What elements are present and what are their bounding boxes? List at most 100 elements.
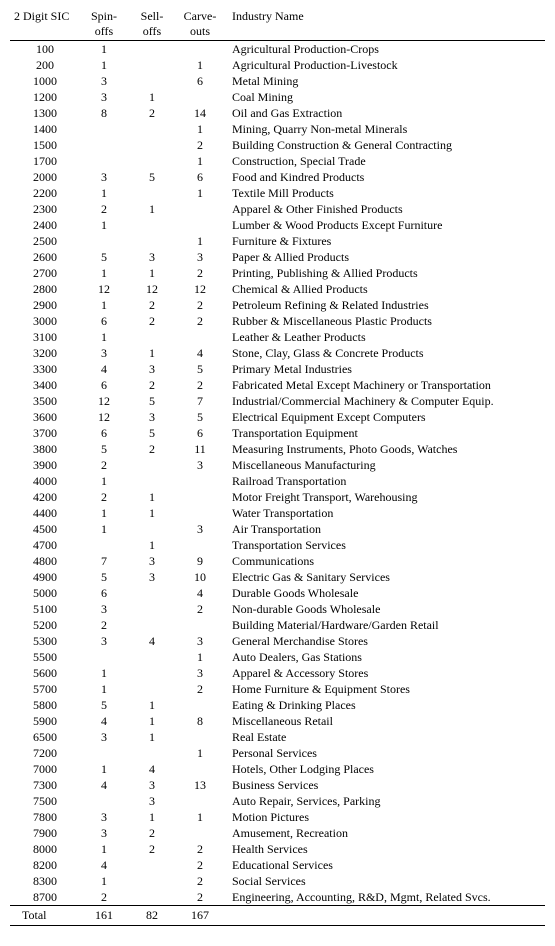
cell-carve: 3: [176, 521, 224, 537]
table-row: 55001Auto Dealers, Gas Stations: [10, 649, 545, 665]
cell-carve: [176, 89, 224, 105]
table-row: 500064Durable Goods Wholesale: [10, 585, 545, 601]
cell-name: Mining, Quarry Non-metal Minerals: [224, 121, 545, 137]
cell-sic: 4800: [10, 553, 80, 569]
header-spin: Spin-offs: [80, 8, 128, 41]
table-row: 2700112Printing, Publishing & Allied Pro…: [10, 265, 545, 281]
table-row: 17001Construction, Special Trade: [10, 153, 545, 169]
cell-carve: 4: [176, 345, 224, 361]
cell-sic: 3500: [10, 393, 80, 409]
table-row: 2800121212Chemical & Allied Products: [10, 281, 545, 297]
cell-sic: 3300: [10, 361, 80, 377]
cell-spin: [80, 153, 128, 169]
cell-sell: [128, 217, 176, 233]
cell-spin: 1: [80, 41, 128, 58]
table-row: 5300343General Merchandise Stores: [10, 633, 545, 649]
cell-name: Chemical & Allied Products: [224, 281, 545, 297]
cell-carve: [176, 489, 224, 505]
cell-spin: 2: [80, 617, 128, 633]
cell-sell: 1: [128, 489, 176, 505]
cell-carve: [176, 473, 224, 489]
cell-sell: [128, 121, 176, 137]
table-row: 700014Hotels, Other Lodging Places: [10, 761, 545, 777]
cell-name: Metal Mining: [224, 73, 545, 89]
cell-spin: 1: [80, 521, 128, 537]
cell-carve: 6: [176, 73, 224, 89]
table-row: 560013Apparel & Accessory Stores: [10, 665, 545, 681]
sic-industry-table: 2 Digit SIC Spin-offs Sell-offs Carve-ou…: [10, 8, 545, 926]
cell-carve: [176, 697, 224, 713]
cell-sell: 3: [128, 409, 176, 425]
table-row: 4800739Communications: [10, 553, 545, 569]
table-body: 1001Agricultural Production-Crops20011Ag…: [10, 41, 545, 906]
cell-sell: [128, 41, 176, 58]
cell-spin: 5: [80, 569, 128, 585]
cell-name: Printing, Publishing & Allied Products: [224, 265, 545, 281]
cell-sell: [128, 153, 176, 169]
cell-name: Building Material/Hardware/Garden Retail: [224, 617, 545, 633]
cell-name: Railroad Transportation: [224, 473, 545, 489]
table-row: 15002Building Construction & General Con…: [10, 137, 545, 153]
totals-label: Total: [10, 906, 80, 926]
table-row: 3000622Rubber & Miscellaneous Plastic Pr…: [10, 313, 545, 329]
cell-sic: 5600: [10, 665, 80, 681]
table-header: 2 Digit SIC Spin-offs Sell-offs Carve-ou…: [10, 8, 545, 41]
cell-spin: 2: [80, 457, 128, 473]
cell-name: Agricultural Production-Livestock: [224, 57, 545, 73]
cell-sell: 1: [128, 505, 176, 521]
cell-carve: 9: [176, 553, 224, 569]
cell-carve: 2: [176, 313, 224, 329]
totals-sell: 82: [128, 906, 176, 926]
cell-name: Home Furniture & Equipment Stores: [224, 681, 545, 697]
cell-sic: 8700: [10, 889, 80, 906]
table-row: 72001Personal Services: [10, 745, 545, 761]
table-row: 790032Amusement, Recreation: [10, 825, 545, 841]
cell-carve: [176, 201, 224, 217]
cell-sell: 2: [128, 313, 176, 329]
cell-sic: 2600: [10, 249, 80, 265]
cell-sell: [128, 665, 176, 681]
cell-sell: [128, 889, 176, 906]
cell-sic: 7500: [10, 793, 80, 809]
table-row: 75003Auto Repair, Services, Parking: [10, 793, 545, 809]
cell-spin: 1: [80, 665, 128, 681]
cell-name: Lumber & Wood Products Except Furniture: [224, 217, 545, 233]
table-row: 49005310Electric Gas & Sanitary Services: [10, 569, 545, 585]
table-row: 510032Non-durable Goods Wholesale: [10, 601, 545, 617]
cell-sic: 1500: [10, 137, 80, 153]
cell-spin: 1: [80, 185, 128, 201]
cell-sic: 5300: [10, 633, 80, 649]
cell-sic: 2800: [10, 281, 80, 297]
cell-carve: [176, 617, 224, 633]
cell-name: Apparel & Other Finished Products: [224, 201, 545, 217]
cell-name: Personal Services: [224, 745, 545, 761]
header-spin-l1: Spin-: [91, 9, 117, 23]
cell-carve: 2: [176, 873, 224, 889]
cell-sell: 1: [128, 201, 176, 217]
cell-sic: 7900: [10, 825, 80, 841]
cell-sell: 5: [128, 393, 176, 409]
cell-spin: 1: [80, 265, 128, 281]
cell-sell: [128, 585, 176, 601]
cell-carve: [176, 505, 224, 521]
table-row: 7800311Motion Pictures: [10, 809, 545, 825]
cell-name: Eating & Drinking Places: [224, 697, 545, 713]
cell-name: Textile Mill Products: [224, 185, 545, 201]
totals-name-blank: [224, 906, 545, 926]
cell-name: Measuring Instruments, Photo Goods, Watc…: [224, 441, 545, 457]
cell-sic: 8000: [10, 841, 80, 857]
cell-sell: [128, 329, 176, 345]
cell-spin: 1: [80, 297, 128, 313]
cell-sic: 6500: [10, 729, 80, 745]
cell-name: Primary Metal Industries: [224, 361, 545, 377]
table-row: 100036Metal Mining: [10, 73, 545, 89]
cell-carve: 2: [176, 297, 224, 313]
totals-spin: 161: [80, 906, 128, 926]
table-row: 820042Educational Services: [10, 857, 545, 873]
table-row: 3400622Fabricated Metal Except Machinery…: [10, 377, 545, 393]
cell-carve: 2: [176, 377, 224, 393]
cell-sic: 4400: [10, 505, 80, 521]
cell-sic: 1200: [10, 89, 80, 105]
cell-sell: [128, 601, 176, 617]
cell-sell: [128, 137, 176, 153]
